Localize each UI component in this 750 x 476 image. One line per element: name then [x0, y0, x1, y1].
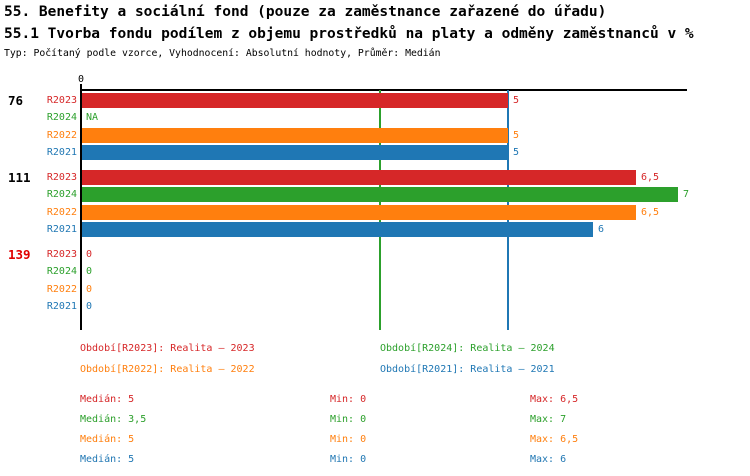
- page-subtitle: 55.1 Tvorba fondu podílem z objemu prost…: [4, 26, 694, 42]
- row-series-label: R2024: [46, 112, 77, 123]
- bar-value-label: 0: [86, 249, 93, 260]
- stat-median: Medián: 5: [80, 454, 135, 465]
- stat-max: Max: 7: [530, 414, 567, 425]
- bar-value-label: 0: [86, 284, 93, 295]
- bar-value-label: 7: [683, 189, 690, 200]
- row-series-label: R2022: [46, 130, 77, 141]
- bar-value-label: 6,5: [641, 207, 660, 218]
- bar: [82, 128, 508, 143]
- page-title: 55. Benefity a sociální fond (pouze za z…: [4, 4, 607, 20]
- bar-value-label: 5: [513, 147, 520, 158]
- row-series-label: R2023: [46, 95, 77, 106]
- bar-value-label: NA: [86, 112, 99, 123]
- stat-min: Min: 0: [330, 414, 367, 425]
- legend-item: Období[R2021]: Realita – 2021: [380, 364, 555, 375]
- bar-value-label: 6,5: [641, 172, 660, 183]
- stat-median: Medián: 5: [80, 434, 135, 445]
- bar-value-label: 0: [86, 266, 93, 277]
- y-axis-line: [80, 84, 82, 330]
- group-label: 76: [8, 93, 24, 108]
- row-series-label: R2023: [46, 172, 77, 183]
- row-series-label: R2024: [46, 266, 77, 277]
- bar: [82, 170, 636, 185]
- bar: [82, 187, 678, 202]
- stat-max: Max: 6,5: [530, 394, 579, 405]
- bar: [82, 222, 593, 237]
- x-axis-line: [80, 89, 687, 91]
- row-series-label: R2021: [46, 224, 77, 235]
- bar-value-label: 0: [86, 301, 93, 312]
- bar-value-label: 5: [513, 95, 520, 106]
- stat-min: Min: 0: [330, 434, 367, 445]
- x-axis-zero-tick-label: 0: [77, 74, 85, 85]
- bar: [82, 205, 636, 220]
- group-label: 139: [8, 247, 31, 262]
- stat-min: Min: 0: [330, 394, 367, 405]
- row-series-label: R2022: [46, 207, 77, 218]
- stat-median: Medián: 3,5: [80, 414, 147, 425]
- stat-max: Max: 6: [530, 454, 567, 465]
- indicator-meta-line: Typ: Počítaný podle vzorce, Vyhodnocení:…: [4, 48, 441, 59]
- legend-item: Období[R2022]: Realita – 2022: [80, 364, 255, 375]
- row-series-label: R2021: [46, 301, 77, 312]
- legend-item: Období[R2024]: Realita – 2024: [380, 343, 555, 354]
- row-series-label: R2021: [46, 147, 77, 158]
- group-label: 111: [8, 170, 31, 185]
- stat-median: Medián: 5: [80, 394, 135, 405]
- row-series-label: R2024: [46, 189, 77, 200]
- stat-min: Min: 0: [330, 454, 367, 465]
- stat-max: Max: 6,5: [530, 434, 579, 445]
- bar: [82, 145, 508, 160]
- bar-value-label: 5: [513, 130, 520, 141]
- row-series-label: R2023: [46, 249, 77, 260]
- bar: [82, 93, 508, 108]
- row-series-label: R2022: [46, 284, 77, 295]
- bar-value-label: 6: [598, 224, 605, 235]
- legend-item: Období[R2023]: Realita – 2023: [80, 343, 255, 354]
